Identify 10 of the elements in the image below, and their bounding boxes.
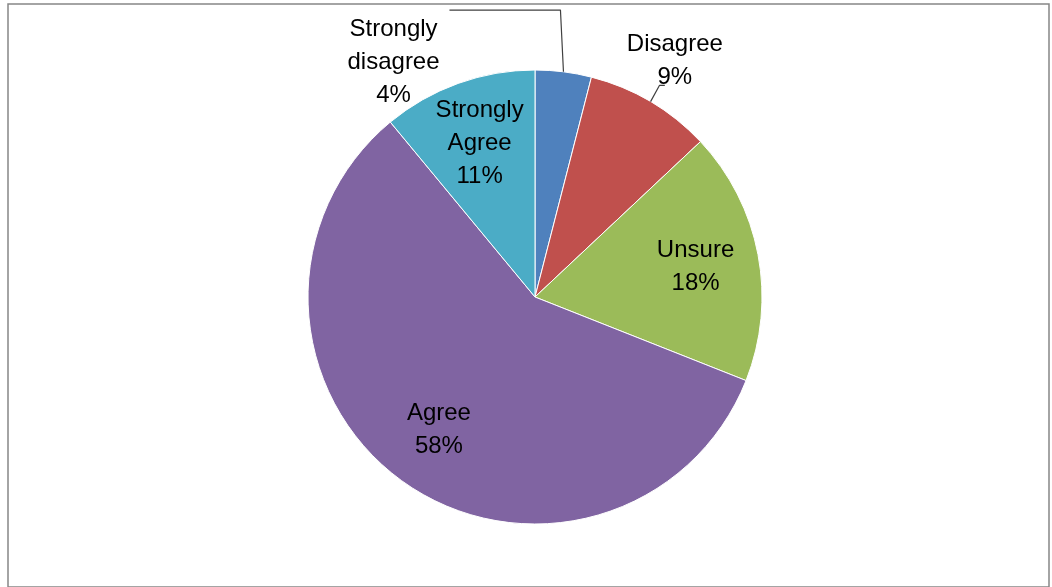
data-label: 11% <box>456 161 503 189</box>
slice-label: Agree <box>406 397 471 425</box>
data-label: 58% <box>414 430 463 458</box>
data-label: 4% <box>376 79 411 107</box>
data-label: 9% <box>657 62 693 90</box>
slice-label: Disagree <box>626 29 723 57</box>
data-label: 18% <box>671 267 720 295</box>
slice-label: Strongly Agree <box>435 95 524 156</box>
slice-label: Unsure <box>656 234 735 262</box>
slice-label: Strongly disagree <box>347 13 440 74</box>
